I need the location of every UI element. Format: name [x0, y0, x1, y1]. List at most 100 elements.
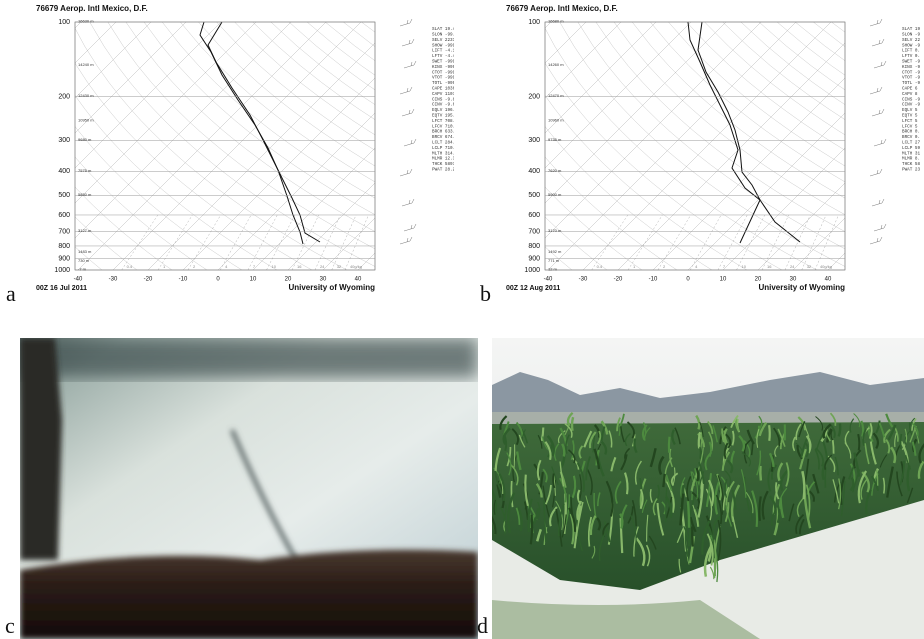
- isotherm: [0, 22, 151, 270]
- wind-barb: [874, 224, 886, 231]
- height-label: 16680 m: [548, 19, 564, 24]
- height-label: 10950 m: [78, 117, 94, 122]
- mixing-ratio-label: 24: [320, 264, 325, 269]
- index-line: BRCH 633.9: [432, 130, 458, 135]
- index-line: CAPE 1036.: [432, 87, 458, 92]
- index-line: EQTV 5: [902, 114, 918, 119]
- cloud-base: [20, 338, 478, 378]
- index-line: KINX -9999: [432, 65, 458, 70]
- mixing-ratio-label: 40g/kg: [350, 264, 362, 269]
- mixing-ratio-label: 7: [723, 264, 726, 269]
- index-line: LCLP 710.4: [432, 146, 458, 151]
- sounding-panel: 10020030040050060070080090010000.4124710…: [163, 4, 924, 306]
- isotherm: [0, 22, 221, 270]
- height-label: 3170 m: [548, 228, 562, 233]
- isotherm: [78, 22, 326, 270]
- index-line: EQLV 5: [902, 108, 918, 113]
- pressure-label: 100: [528, 19, 540, 26]
- index-line: SWET -9999: [432, 60, 458, 65]
- dry-adiabat: [253, 22, 697, 270]
- temperature-label: 30: [320, 277, 327, 283]
- dry-adiabat: [469, 22, 677, 270]
- plot-frame: [545, 22, 845, 270]
- dry-adiabat: [524, 22, 783, 270]
- index-line: CTOT -9999: [432, 70, 458, 75]
- dry-adiabat: [217, 22, 628, 270]
- mixing-ratio-line: [315, 215, 340, 270]
- isotherm: [288, 22, 536, 270]
- dry-adiabat: [433, 22, 607, 270]
- corn-leaf: [692, 527, 693, 547]
- index-line: EQLV 196.9: [432, 108, 458, 113]
- mixing-ratio-line: [718, 215, 747, 270]
- plot-frame: [75, 22, 375, 270]
- dewpoint-profile: [200, 22, 303, 244]
- mixing-ratio-line: [628, 215, 662, 270]
- dry-adiabat: [741, 22, 924, 270]
- isotherm: [443, 22, 691, 270]
- panel-label: b: [480, 281, 491, 306]
- index-line: CTOT -9: [902, 70, 920, 75]
- index-line: LFCV 5: [902, 124, 918, 129]
- wind-barb: [872, 199, 884, 206]
- index-line: BRCV 0.: [902, 135, 920, 140]
- index-line: CAPE 6: [902, 87, 918, 92]
- pressure-label: 900: [528, 255, 540, 262]
- mixing-ratio-label: 4: [225, 264, 228, 269]
- temperature-label: 0: [686, 277, 690, 283]
- height-label: 14240 m: [78, 62, 94, 67]
- isotherm: [373, 22, 621, 270]
- mixing-ratio-label: 16: [297, 264, 302, 269]
- mixing-ratio-line: [345, 215, 369, 270]
- temperature-label: -30: [579, 277, 588, 283]
- ground: [20, 550, 478, 639]
- temperature-label: 20: [285, 277, 292, 283]
- height-label: 5850 m: [78, 192, 92, 197]
- isotherm: [618, 22, 866, 270]
- index-line: LCLP 59: [902, 146, 920, 151]
- isotherm: [548, 22, 796, 270]
- pressure-label: 400: [528, 168, 540, 175]
- index-line: SWET -9: [902, 60, 920, 65]
- isotherm: [0, 22, 46, 270]
- height-label: 9680 m: [78, 137, 92, 142]
- temperature-label: -20: [614, 277, 623, 283]
- height-label: 1492 m: [548, 249, 562, 254]
- wind-barb: [404, 139, 416, 146]
- index-line: SHOW -9999: [432, 43, 458, 48]
- height-label: -7 m: [78, 267, 87, 272]
- index-line: KINX -9: [902, 65, 920, 70]
- isotherm: [653, 22, 901, 270]
- temperature-label: -10: [649, 277, 658, 283]
- page-body: {"panels":[ {"label":"a","title":"76679 …: [0, 0, 924, 639]
- building: [20, 338, 62, 560]
- index-line: TOTL -9: [902, 81, 920, 86]
- index-line: MLTH 314.1: [432, 151, 458, 156]
- mixing-ratio-label: 16: [767, 264, 772, 269]
- credit-label: University of Wyoming: [758, 283, 845, 292]
- index-line: VTOT -9999: [432, 76, 458, 81]
- corn-leaf: [663, 474, 664, 487]
- mixing-ratio-label: 4: [695, 264, 698, 269]
- mixing-ratio-line: [815, 215, 839, 270]
- wind-barb: [874, 61, 886, 68]
- pressure-label: 700: [528, 228, 540, 235]
- mixing-ratio-label: 2: [193, 264, 196, 269]
- height-label: 3127 m: [78, 228, 92, 233]
- photo-hail-field: [489, 338, 924, 639]
- dry-adiabat: [108, 22, 417, 270]
- isotherm: [0, 22, 11, 270]
- mixing-ratio-line: [248, 215, 277, 270]
- isotherm: [198, 22, 446, 270]
- index-line: SLON -9: [902, 33, 920, 38]
- mixing-ratio-label: 10: [271, 264, 276, 269]
- pressure-label: 200: [528, 93, 540, 100]
- temperature-label: 40: [355, 277, 362, 283]
- pressure-label: 400: [58, 168, 70, 175]
- index-line: EQTV 195.9: [432, 114, 458, 119]
- date-label: 00Z 16 Jul 2011: [36, 285, 87, 292]
- height-label: 5900 m: [548, 192, 562, 197]
- wind-barb: [400, 237, 412, 244]
- isotherm: [583, 22, 831, 270]
- index-line: LFTV -4.42: [432, 54, 458, 59]
